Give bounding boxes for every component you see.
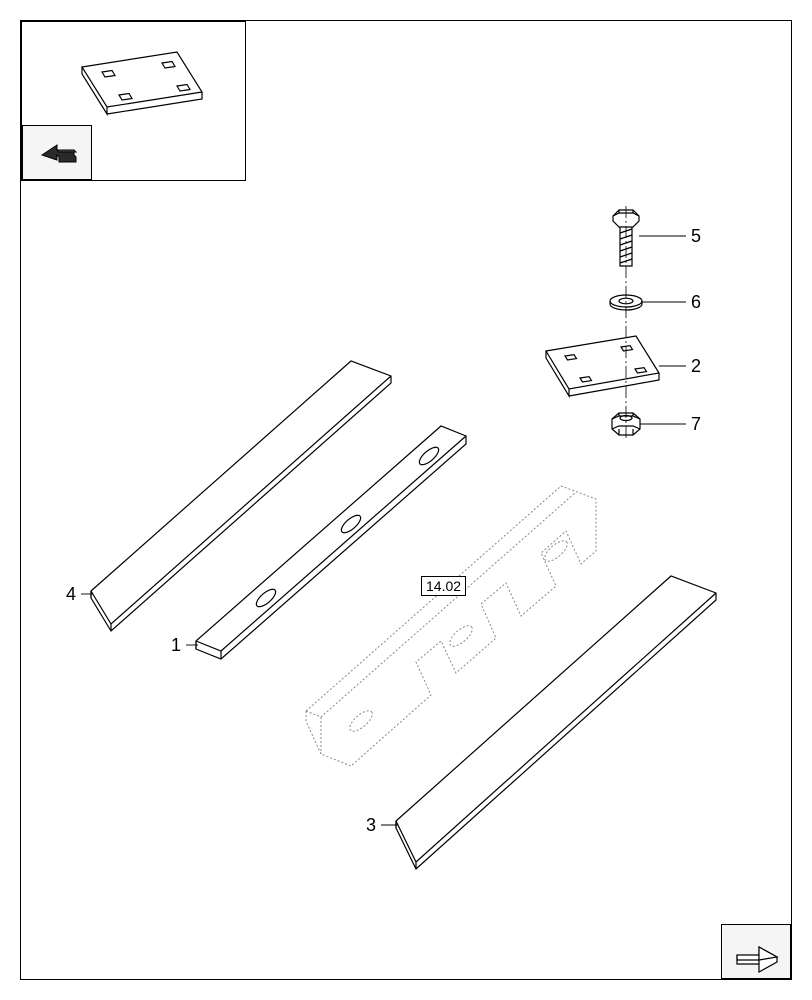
exploded-view — [21, 21, 793, 981]
callout-7: 7 — [691, 414, 701, 435]
part-2 — [546, 336, 659, 396]
diagram-frame: 5 6 2 7 4 1 3 14.02 — [20, 20, 792, 980]
callout-6: 6 — [691, 292, 701, 313]
callout-3: 3 — [366, 815, 376, 836]
part-3 — [396, 576, 716, 869]
part-1 — [196, 426, 466, 659]
nav-forward-icon-box[interactable] — [721, 924, 791, 979]
arrow-forward-icon — [729, 931, 784, 973]
callout-1: 1 — [171, 635, 181, 656]
phantom-part — [306, 486, 596, 766]
part-4 — [91, 361, 391, 631]
callout-2: 2 — [691, 356, 701, 377]
callout-4: 4 — [66, 584, 76, 605]
reference-label: 14.02 — [421, 576, 466, 596]
callout-5: 5 — [691, 226, 701, 247]
